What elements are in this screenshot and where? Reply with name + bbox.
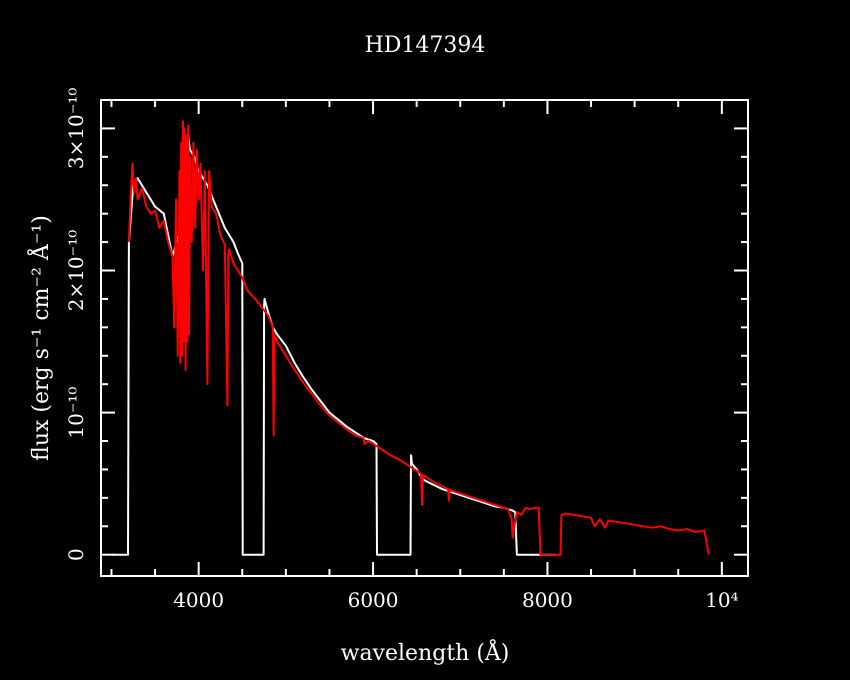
x-tick-label: 4000 (173, 588, 224, 612)
y-tick-label: 0 (64, 548, 88, 561)
ticks-layer: 4000 6000 8000 10⁴ 0 10⁻¹⁰ 2×10⁻¹⁰ 3×10⁻¹⁰ (64, 88, 748, 612)
x-tick-label: 10⁴ (705, 588, 738, 612)
chart-title: HD147394 (365, 33, 486, 58)
series-line-2 (127, 120, 710, 556)
y-tick-label: 3×10⁻¹⁰ (64, 88, 88, 170)
x-tick-label: 6000 (348, 588, 399, 612)
y-axis-title: flux (erg s⁻¹ cm⁻² Å⁻¹) (26, 215, 54, 461)
x-tick-label: 8000 (522, 588, 573, 612)
plot-frame (100, 99, 749, 577)
y-tick-label: 10⁻¹⁰ (64, 387, 88, 439)
x-axis-title: wavelength (Å) (341, 638, 510, 666)
y-tick-label: 2×10⁻¹⁰ (64, 230, 88, 312)
series-layer (111, 120, 710, 556)
